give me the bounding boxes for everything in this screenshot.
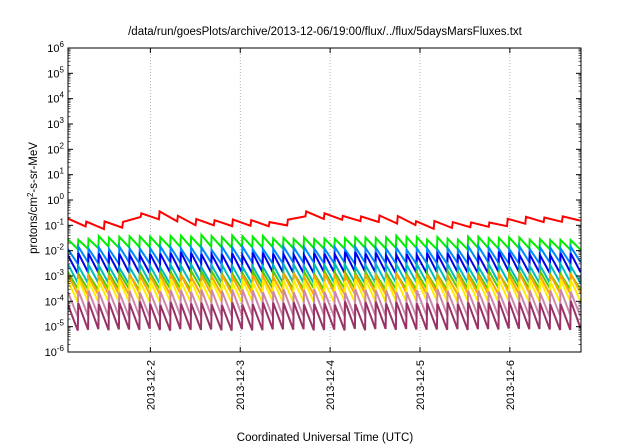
y-tick-label: 102	[47, 141, 64, 156]
y-axis-label-main: protons/cm	[28, 197, 40, 254]
series-line-1	[68, 209, 581, 231]
y-tick-label: 104	[47, 91, 64, 106]
y-tick-base: 10	[47, 43, 59, 55]
y-tick-exp: 4	[60, 91, 65, 100]
y-axis-label-sup: 2	[26, 192, 35, 197]
y-tick-label: 10-2	[45, 243, 65, 258]
y-tick-label: 105	[47, 65, 64, 80]
x-tick-label: 2013-12-5	[415, 360, 427, 410]
y-tick-exp: 0	[60, 192, 65, 201]
series-group	[68, 209, 581, 331]
x-tick-label: 2013-12-3	[235, 360, 247, 410]
y-tick-base: 10	[47, 119, 59, 131]
y-tick-base: 10	[47, 94, 59, 106]
y-tick-label: 103	[47, 116, 64, 131]
y-tick-exp: -2	[57, 243, 65, 252]
x-axis-label: Coordinated Universal Time (UTC)	[237, 432, 414, 444]
y-tick-exp: -6	[57, 344, 65, 353]
series-line-10	[68, 300, 581, 331]
chart-title: /data/run/goesPlots/archive/2013-12-06/1…	[128, 26, 523, 38]
y-axis-label: protons/cm2-s-sr-MeV	[26, 142, 41, 254]
y-tick-base: 10	[47, 195, 59, 207]
y-tick-label: 10-4	[45, 293, 65, 308]
y-tick-base: 10	[45, 296, 57, 308]
series-line-2	[68, 232, 581, 253]
y-tick-base: 10	[45, 347, 57, 359]
y-tick-exp: 1	[60, 167, 65, 176]
y-tick-exp: 5	[60, 65, 65, 74]
y-tick-label: 101	[47, 167, 64, 182]
x-tick-labels: 2013-12-2 2013-12-3 2013-12-4 2013-12-5 2013…	[145, 360, 516, 410]
y-tick-exp: 3	[60, 116, 65, 125]
y-tick-label: 100	[47, 192, 64, 207]
y-tick-base: 10	[45, 271, 57, 283]
y-tick-exp: -3	[57, 268, 65, 277]
y-tick-exp: 2	[60, 141, 65, 150]
y-tick-base: 10	[47, 68, 59, 80]
y-tick-base: 10	[47, 144, 59, 156]
y-tick-base: 10	[45, 246, 57, 258]
y-tick-label: 106	[47, 40, 64, 55]
x-tick-label: 2013-12-6	[505, 360, 517, 410]
y-tick-exp: 6	[60, 40, 65, 49]
y-tick-exp: -1	[57, 217, 65, 226]
y-tick-exp: -5	[57, 319, 65, 328]
series-line-8	[68, 277, 581, 304]
y-tick-label: 10-6	[45, 344, 65, 359]
y-tick-label: 10-3	[45, 268, 65, 283]
y-tick-base: 10	[45, 322, 57, 334]
y-tick-base: 10	[47, 170, 59, 182]
y-tick-label: 10-1	[45, 217, 65, 232]
axes	[67, 47, 582, 353]
y-tick-labels: 10-610-510-410-310-210-11001011021031041…	[45, 40, 65, 359]
y-tick-base: 10	[45, 220, 57, 232]
x-tick-label: 2013-12-2	[145, 360, 157, 410]
y-tick-exp: -4	[57, 293, 65, 302]
y-axis-label-tail: -s-sr-MeV	[28, 142, 40, 193]
x-tick-label: 2013-12-4	[325, 360, 337, 410]
y-tick-label: 10-5	[45, 319, 65, 334]
